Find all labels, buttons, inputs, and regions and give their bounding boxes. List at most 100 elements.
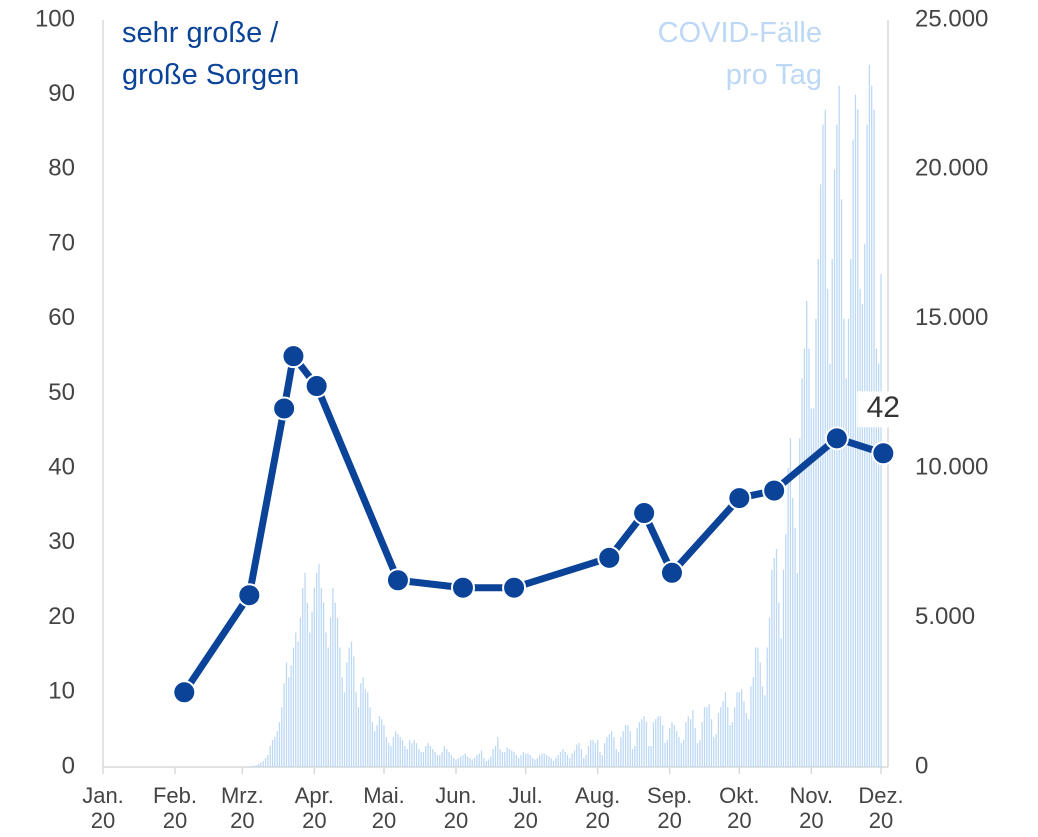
bar	[666, 740, 668, 767]
legend-label: COVID-Fälle pro Tag	[657, 17, 822, 91]
bar	[803, 348, 805, 767]
bar	[306, 602, 309, 767]
bar	[522, 752, 524, 767]
bar	[817, 259, 819, 767]
point	[762, 478, 787, 503]
x-tick-label: Jan. 20	[82, 783, 124, 833]
bar	[418, 749, 420, 767]
x-tick-label: Aug. 20	[575, 783, 621, 833]
bar	[864, 244, 866, 768]
bar	[717, 713, 720, 767]
bar	[641, 719, 643, 767]
bar	[692, 710, 694, 767]
bar	[738, 692, 740, 767]
bar	[248, 766, 250, 767]
bar	[861, 303, 864, 767]
bar	[532, 758, 534, 767]
bar	[850, 259, 852, 767]
bar	[343, 692, 346, 767]
bar	[734, 707, 736, 767]
bar	[513, 752, 515, 767]
bar	[357, 707, 360, 767]
bar	[685, 722, 687, 767]
y-tick-label: 50	[48, 379, 75, 406]
bar	[260, 762, 262, 767]
bar	[318, 563, 320, 767]
bar	[383, 725, 385, 767]
bar	[267, 755, 269, 767]
bar	[806, 300, 808, 767]
y2-tick-label: 15.000	[915, 304, 988, 331]
point	[281, 344, 306, 369]
bar	[269, 746, 271, 767]
legend-label: sehr große / große Sorgen	[122, 17, 300, 91]
bar	[757, 647, 759, 767]
bar	[845, 378, 847, 767]
bar	[801, 378, 803, 767]
bar	[441, 752, 443, 767]
bar	[464, 753, 466, 767]
bar	[552, 761, 555, 767]
point	[824, 426, 849, 451]
bar	[778, 602, 780, 767]
bar	[764, 695, 766, 767]
bar	[662, 725, 664, 767]
bar	[506, 747, 508, 767]
bar	[657, 716, 659, 767]
bar	[638, 722, 641, 767]
bar	[302, 587, 304, 767]
bar	[873, 109, 875, 767]
bar	[643, 716, 645, 767]
bar	[390, 746, 392, 767]
bar	[443, 746, 446, 767]
bar	[706, 707, 708, 767]
bar	[731, 722, 734, 767]
bar	[729, 725, 731, 767]
y-tick-label: 80	[48, 155, 75, 182]
bar	[339, 647, 341, 767]
bar	[374, 731, 376, 767]
y-tick-label: 10	[48, 678, 75, 705]
bar	[408, 740, 411, 767]
data-label: 42	[867, 391, 900, 424]
bar	[362, 677, 364, 767]
bar	[369, 707, 371, 767]
bar	[250, 766, 253, 767]
bar	[501, 752, 504, 767]
x-tick-label: Sep. 20	[647, 783, 693, 833]
bar	[492, 749, 494, 767]
bar	[562, 749, 564, 767]
bar	[460, 756, 462, 767]
bar	[601, 755, 603, 767]
bar	[622, 731, 624, 767]
point	[237, 583, 262, 608]
point	[632, 501, 657, 526]
y2-tick-label: 10.000	[915, 454, 988, 481]
bar	[727, 707, 729, 767]
bar	[399, 737, 401, 767]
bar	[485, 761, 487, 767]
bar	[348, 647, 350, 767]
bar	[857, 109, 859, 767]
bar	[427, 743, 429, 767]
bar	[385, 737, 387, 767]
bar	[457, 758, 459, 767]
bar	[525, 753, 527, 767]
bar	[722, 701, 724, 767]
bar	[571, 753, 573, 767]
bar	[264, 758, 267, 767]
point	[272, 396, 297, 421]
point	[502, 575, 527, 600]
bar	[747, 719, 750, 767]
bar	[808, 348, 810, 767]
bar	[487, 759, 490, 767]
bar	[534, 759, 536, 767]
bar	[255, 765, 257, 767]
bar	[434, 752, 436, 767]
bar	[580, 749, 583, 767]
bar	[538, 755, 541, 767]
bar	[327, 647, 329, 767]
bar	[585, 755, 587, 767]
bar	[394, 731, 397, 767]
bar	[439, 755, 441, 767]
